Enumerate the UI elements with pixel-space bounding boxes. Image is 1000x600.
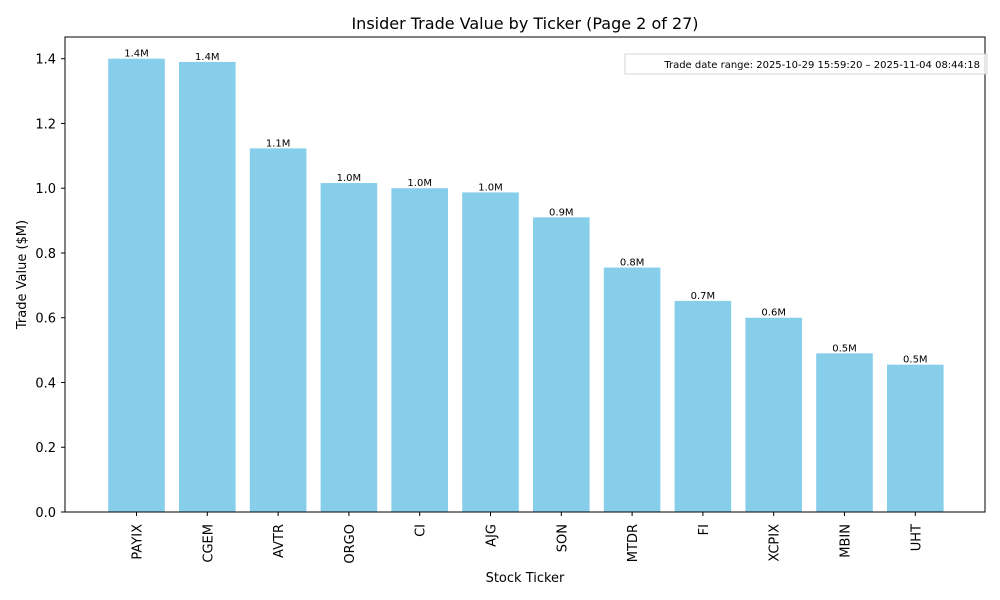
- x-tick-label: XCPIX: [768, 524, 783, 562]
- y-tick-label: 0.4: [35, 376, 56, 391]
- x-tick-label: PAYIX: [131, 524, 146, 560]
- bar-data-label: 0.7M: [691, 291, 716, 302]
- bar-fi: [674, 300, 732, 512]
- x-tick-label: CGEM: [201, 524, 216, 563]
- bar-data-label: 0.8M: [620, 258, 645, 269]
- bar-orgo: [320, 183, 378, 513]
- bar-mtdr: [603, 267, 661, 512]
- bar-data-label: 0.5M: [832, 343, 857, 354]
- y-axis-label: Trade Value ($M): [15, 220, 30, 330]
- bar-avtr: [249, 148, 307, 512]
- bar-data-label: 1.4M: [124, 49, 149, 60]
- bar-data-label: 0.9M: [549, 207, 574, 218]
- y-tick-label: 0.0: [35, 506, 56, 521]
- y-tick-label: 1.2: [35, 117, 56, 132]
- bars-group: [108, 58, 944, 513]
- x-tick-label: UHT: [909, 524, 924, 551]
- x-tick-label: AVTR: [272, 524, 287, 558]
- x-axis-ticks: PAYIX CGEM AVTR ORGO CI AJG SON MTDR FI XCPIX MBIN…: [131, 512, 924, 564]
- x-axis-label: Stock Ticker: [486, 571, 565, 586]
- bar-labels-group: 1.4M 1.4M 1.1M 1.0M 1.0M 1.0M 0.9M 0.8M 0.7M 0.6M…: [124, 49, 927, 366]
- date-range-annotation: Trade date range: 2025-10-29 15:59:20 – …: [663, 60, 980, 71]
- x-tick-label: MBIN: [839, 524, 854, 558]
- bar-data-label: 0.6M: [761, 308, 786, 319]
- x-tick-label: MTDR: [626, 524, 641, 562]
- bar-data-label: 0.5M: [903, 355, 928, 366]
- bar-son: [533, 217, 590, 512]
- y-axis-ticks: 0.0 0.2 0.4 0.6 0.8 1.0 1.2 1.4: [35, 53, 65, 521]
- bar-uht: [887, 364, 944, 512]
- bar-payix: [108, 58, 165, 512]
- bar-ci: [391, 188, 448, 512]
- x-tick-label: SON: [555, 524, 570, 552]
- y-tick-label: 0.2: [35, 441, 56, 456]
- bar-data-label: 1.0M: [337, 173, 362, 184]
- bar-ajg: [462, 192, 519, 512]
- annotation-box: [624, 53, 988, 75]
- y-tick-label: 1.0: [35, 182, 56, 197]
- x-tick-label: FI: [697, 524, 712, 535]
- chart-title: Insider Trade Value by Ticker (Page 2 of…: [351, 14, 698, 33]
- x-tick-label: ORGO: [343, 524, 358, 564]
- y-tick-label: 1.4: [35, 53, 56, 68]
- y-tick-label: 0.6: [35, 312, 56, 327]
- x-tick-label: AJG: [485, 524, 500, 547]
- y-tick-label: 0.8: [35, 247, 56, 262]
- bar-cgem: [179, 61, 236, 513]
- x-tick-label: CI: [414, 524, 429, 537]
- bar-data-label: 1.4M: [195, 52, 220, 63]
- bar-data-label: 1.0M: [407, 178, 432, 189]
- bar-xcpix: [745, 317, 802, 512]
- bar-data-label: 1.1M: [266, 138, 291, 149]
- bar-mbin: [816, 353, 873, 512]
- bar-data-label: 1.0M: [478, 182, 503, 193]
- plot-frame: [64, 36, 986, 513]
